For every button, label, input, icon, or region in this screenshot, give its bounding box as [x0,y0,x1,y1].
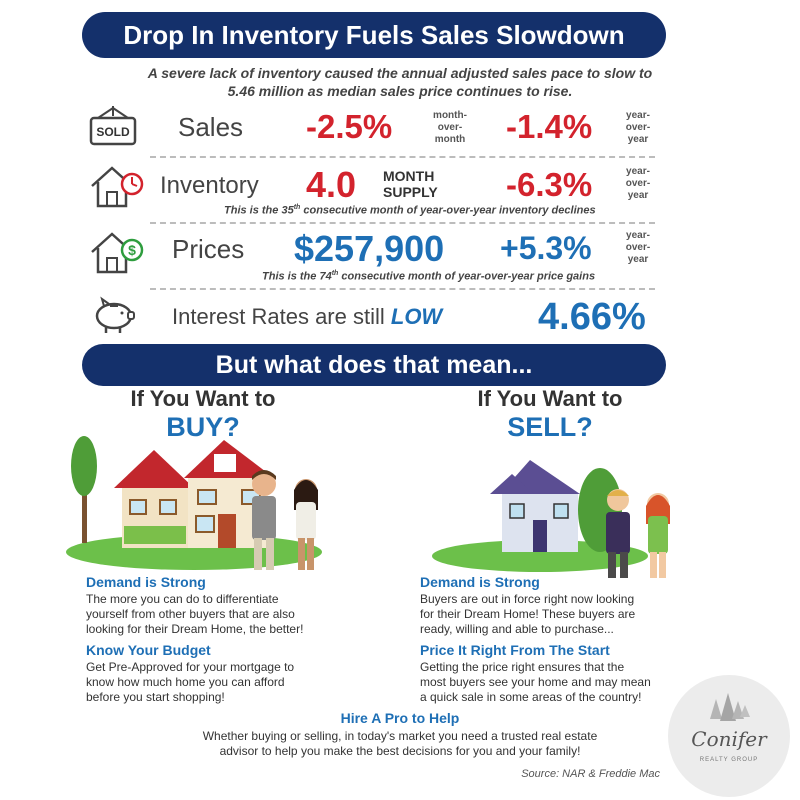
prices-label: Prices [172,234,245,264]
prices-yoy-label: year-over-year [625,230,651,265]
sell-section-title: Demand is Strong [420,574,540,590]
sold-sign-icon: SOLD [88,104,138,153]
divider [150,156,655,158]
rates-value: 4.66% [538,296,646,338]
prices-note: This is the 74th consecutive month of ye… [262,270,596,283]
house-clock-icon [88,162,148,215]
subtitle: A severe lack of inventory caused the an… [147,65,653,99]
sell-section-body: Buyers are out in force right now lookin… [420,592,636,636]
inventory-value: 4.0 [306,164,357,205]
pro-title: Hire A Pro to Help [340,710,460,726]
inventory-label: Inventory [160,172,259,199]
prices-yoy-value: +5.3% [500,230,592,266]
divider [150,222,655,224]
rates-label: Interest Rates are still LOW [172,304,443,329]
inventory-unit: MONTH SUPPLY [383,168,438,200]
buy-section-body: Get Pre-Approved for your mortgage to kno… [86,660,295,704]
sell-heading: If You Want to SELL? [477,386,623,442]
sales-mom-value: -2.5% [306,108,393,145]
house-buy-illustration [64,428,364,583]
sales-yoy-value: -1.4% [506,108,593,145]
sell-section-body: Getting the price right ensures that the… [420,660,651,704]
house-dollar-icon: $ [88,228,148,281]
sales-mom-label: month-over-month [433,110,467,145]
divider [150,288,655,290]
inventory-yoy-label: year-over-year [625,166,651,201]
sales-label: Sales [178,112,244,142]
buy-section-title: Know Your Budget [86,642,211,658]
buy-section-body: The more you can do to differentiate your… [86,592,304,636]
pro-body: Whether buying or selling, in today's ma… [202,729,598,758]
house-sell-illustration [430,440,690,585]
inventory-note: This is the 35th consecutive month of ye… [224,204,596,217]
trees-logo-icon [710,693,750,721]
section-banner: But what does that mean... [82,344,666,386]
prices-value: $257,900 [294,228,445,269]
piggy-bank-icon [90,296,138,341]
page-title: Drop In Inventory Fuels Sales Slowdown [82,12,666,58]
rates-emphasis: LOW [390,304,443,329]
svg-text:$: $ [128,242,136,258]
buy-heading: If You Want to BUY? [130,386,276,442]
buy-section-title: Demand is Strong [86,574,206,590]
source-note: Source: NAR & Freddie Mac [521,768,660,780]
sell-section-title: Price It Right From The Start [420,642,610,658]
conifer-logo: Conifer REALTY GROUP [668,675,790,797]
inventory-yoy-value: -6.3% [506,166,593,203]
sales-yoy-label: year-over-year [625,110,651,145]
